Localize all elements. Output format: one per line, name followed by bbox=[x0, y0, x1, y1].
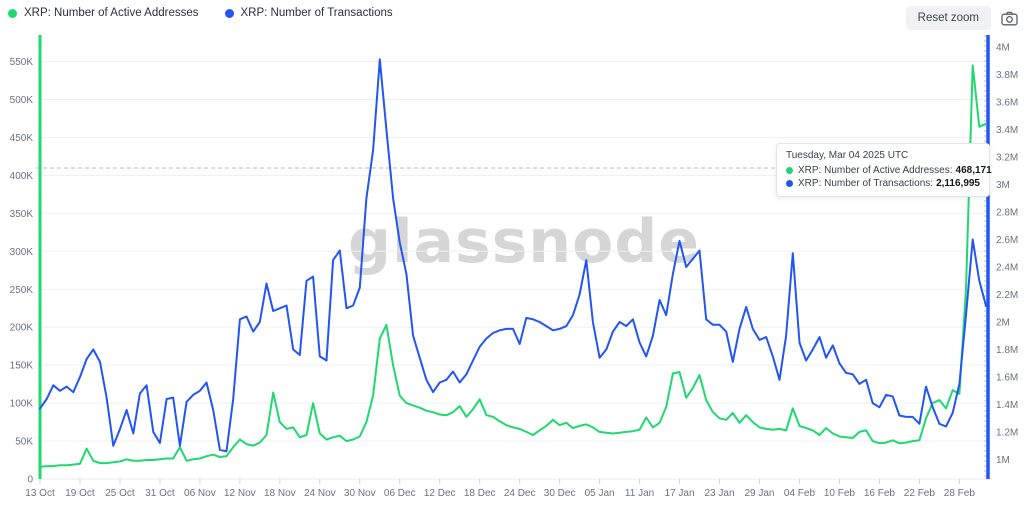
right-axis-tick: 1.6M bbox=[996, 373, 1018, 384]
right-axis-tick: 3.4M bbox=[996, 125, 1018, 136]
x-tick-label: 06 Nov bbox=[184, 488, 216, 499]
left-axis-tick: 200K bbox=[10, 323, 34, 334]
x-tick-label: 18 Dec bbox=[464, 488, 496, 499]
x-tick-label: 13 Oct bbox=[25, 488, 55, 499]
glassnode-watermark: glassnode bbox=[347, 207, 701, 277]
right-axis-labels: 1M 1.2M 1.4M 1.6M 1.8M 2M 2.2M 2.4M 2.6M 2.8M 3M 3.… bbox=[996, 43, 1018, 467]
x-tick-label: 28 Feb bbox=[944, 488, 976, 499]
active-addresses-dot-icon bbox=[786, 167, 793, 174]
transactions-dot-icon bbox=[224, 8, 234, 18]
legend: XRP: Number of Active Addresses XRP: Num… bbox=[8, 7, 393, 19]
right-axis-tick: 2.2M bbox=[996, 290, 1018, 301]
right-axis-tick: 2M bbox=[996, 318, 1010, 329]
x-tick-label: 12 Dec bbox=[424, 488, 456, 499]
left-axis-tick: 550K bbox=[10, 57, 34, 68]
right-axis-tick: 3M bbox=[996, 180, 1010, 191]
transactions-line bbox=[39, 58, 987, 453]
gridlines bbox=[40, 61, 992, 480]
x-tick-label: 24 Nov bbox=[304, 488, 336, 499]
tooltip-label: XRP: Number of Active Addresses: bbox=[798, 165, 953, 176]
toolbar: Reset zoom bbox=[905, 6, 1018, 30]
tooltip-row-transactions: XRP: Number of Transactions: 2,116,995 bbox=[786, 178, 980, 189]
right-axis-tick: 3.8M bbox=[996, 70, 1018, 81]
tooltip-value-active-addresses: 468,171 bbox=[955, 165, 992, 176]
camera-icon[interactable] bbox=[1001, 11, 1018, 26]
right-axis-tick: 2.6M bbox=[996, 235, 1018, 246]
left-axis-tick: 250K bbox=[10, 285, 34, 296]
left-axis-tick: 500K bbox=[10, 95, 34, 106]
reset-zoom-button[interactable]: Reset zoom bbox=[905, 6, 991, 30]
right-axis-tick: 2.4M bbox=[996, 263, 1018, 274]
x-tick-label: 05 Jan bbox=[585, 488, 615, 499]
x-tick-label: 31 Oct bbox=[145, 488, 175, 499]
right-axis-tick: 1M bbox=[996, 455, 1010, 466]
left-axis-tick: 100K bbox=[10, 399, 34, 410]
x-tick-label: 30 Nov bbox=[344, 488, 376, 499]
x-tick-label: 30 Dec bbox=[544, 488, 576, 499]
legend-item-transactions[interactable]: XRP: Number of Transactions bbox=[224, 7, 393, 19]
legend-item-active-addresses[interactable]: XRP: Number of Active Addresses bbox=[8, 7, 199, 19]
x-tick-label: 16 Feb bbox=[864, 488, 896, 499]
x-tick-label: 23 Jan bbox=[705, 488, 735, 499]
left-axis-tick: 0 bbox=[27, 475, 33, 486]
tooltip-row-active-addresses: XRP: Number of Active Addresses: 468,171 bbox=[786, 165, 992, 176]
x-tick-label: 12 Nov bbox=[224, 488, 256, 499]
x-tick-label: 10 Feb bbox=[824, 488, 856, 499]
x-tick-label: 19 Oct bbox=[65, 488, 95, 499]
right-axis-tick: 3.2M bbox=[996, 153, 1018, 164]
left-axis-tick: 400K bbox=[10, 171, 34, 182]
legend-label-active-addresses: XRP: Number of Active Addresses bbox=[24, 7, 199, 19]
tooltip-date: Tuesday, Mar 04 2025 UTC bbox=[786, 150, 909, 161]
left-axis-tick: 450K bbox=[10, 133, 34, 144]
left-axis-tick: 300K bbox=[10, 247, 34, 258]
right-axis-tick: 4M bbox=[996, 43, 1010, 54]
right-axis-tick: 1.8M bbox=[996, 345, 1018, 356]
left-axis-tick: 150K bbox=[10, 361, 34, 372]
x-tick-label: 17 Jan bbox=[665, 488, 695, 499]
legend-label-transactions: XRP: Number of Transactions bbox=[240, 7, 393, 19]
right-axis-tick: 1.2M bbox=[996, 428, 1018, 439]
active-addresses-dot-icon bbox=[8, 8, 17, 18]
left-axis-labels: 0 50K 100K 150K 200K 250K 300K 350K 400K 450K 500K… bbox=[10, 57, 34, 485]
tooltip-value-transactions: 2,116,995 bbox=[936, 178, 980, 189]
x-tick-label: 29 Jan bbox=[744, 488, 774, 499]
right-axis-tick: 3.6M bbox=[996, 98, 1018, 109]
x-tick-label: 22 Feb bbox=[904, 488, 936, 499]
x-tick-label: 18 Nov bbox=[264, 488, 296, 499]
x-tick-label: 25 Oct bbox=[105, 488, 135, 499]
right-axis-tick: 1.4M bbox=[996, 400, 1018, 411]
tooltip-label: XRP: Number of Transactions: bbox=[798, 178, 934, 189]
tooltip: Tuesday, Mar 04 2025 UTC XRP: Number of … bbox=[776, 143, 992, 197]
active-addresses-line bbox=[39, 64, 987, 468]
transactions-dot-icon bbox=[786, 180, 793, 187]
x-axis: 13 Oct 19 Oct 25 Oct 31 Oct 06 Nov 12 Nov 18 N… bbox=[25, 479, 975, 499]
left-axis-tick: 350K bbox=[10, 209, 34, 220]
x-tick-label: 11 Jan bbox=[625, 488, 654, 499]
x-tick-label: 06 Dec bbox=[384, 488, 416, 499]
left-axis-tick: 50K bbox=[15, 437, 33, 448]
right-axis-tick: 2.8M bbox=[996, 208, 1018, 219]
x-tick-label: 04 Feb bbox=[784, 488, 816, 499]
x-tick-label: 24 Dec bbox=[504, 488, 536, 499]
